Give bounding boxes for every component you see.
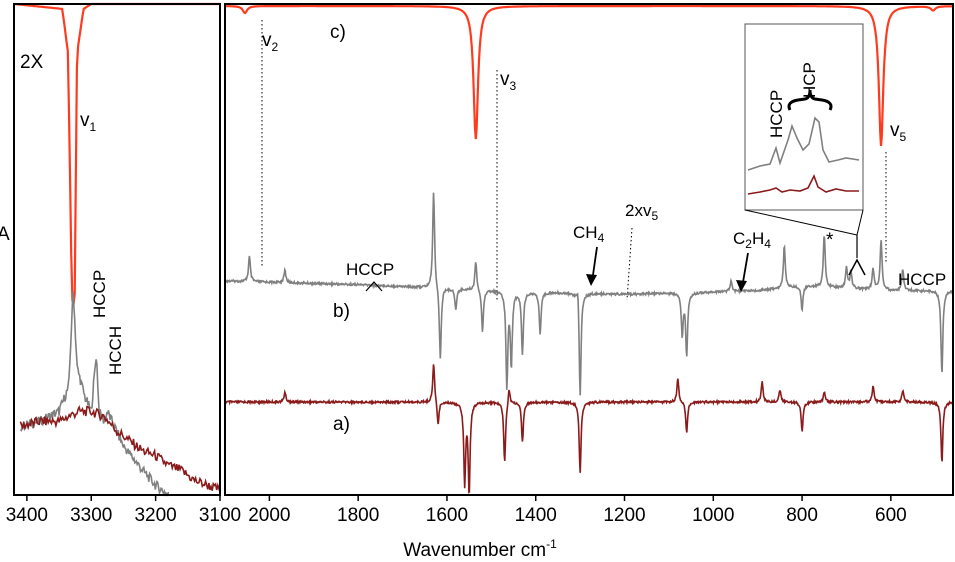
inset-frame bbox=[744, 23, 864, 211]
annotation-ch4-base: CH bbox=[573, 223, 598, 242]
series-a-trace bbox=[224, 364, 954, 494]
annotation-nu2: v2 bbox=[262, 30, 279, 54]
annotation-c2h4-rest: H bbox=[752, 229, 764, 248]
arrow-c2h4 bbox=[736, 252, 749, 292]
annotation-c2h4-sub2: 4 bbox=[764, 237, 771, 251]
right-x-tick-label: 1600 bbox=[426, 505, 468, 526]
inset-hcp-brace bbox=[787, 89, 833, 111]
right-curves bbox=[224, 4, 954, 494]
annotation-nu3-sub: 3 bbox=[510, 79, 517, 93]
annotation-c2h4-sub: 2 bbox=[745, 237, 752, 251]
annotation-ch4-sub: 4 bbox=[598, 231, 605, 245]
right-panel-frame bbox=[224, 3, 954, 496]
annotation-asterisk: * bbox=[826, 230, 834, 251]
annotation-nu5-sub: 5 bbox=[900, 130, 907, 144]
left-panel: 3400 3300 3200 3100 2X A v1 HCCP HCCH bbox=[0, 2, 241, 526]
x-axis-label-base: Wavenumber cm bbox=[403, 540, 546, 561]
annotation-nu3: v3 bbox=[500, 69, 517, 93]
annotation-nu3-base: v bbox=[500, 69, 510, 90]
annotation-nu5: v5 bbox=[890, 120, 907, 144]
annotation-2xnu5-base: 2xv bbox=[625, 201, 652, 220]
annotation-hccp-left: HCCP bbox=[90, 270, 109, 318]
inset-gray-trace bbox=[747, 116, 860, 171]
left-panel-frame bbox=[13, 3, 221, 496]
right-x-tick-label: 1000 bbox=[692, 505, 734, 526]
series-label-a: a) bbox=[333, 414, 350, 435]
right-x-tick-label: 1800 bbox=[337, 505, 379, 526]
annotation-nu5-base: v bbox=[890, 120, 900, 141]
inset-zoom: HCCP HCP bbox=[744, 23, 866, 276]
annotation-2xnu5-sub: 5 bbox=[651, 209, 658, 223]
left-series-0 bbox=[13, 2, 220, 305]
inset-label-hccp: HCCP bbox=[767, 90, 786, 138]
annotation-nu1-sub: 1 bbox=[90, 120, 97, 134]
right-x-tick-label: 1400 bbox=[515, 505, 557, 526]
right-guide-lines bbox=[261, 20, 887, 301]
series-label-c: c) bbox=[330, 22, 346, 43]
inset-maroon-trace bbox=[747, 173, 859, 195]
annotation-nu1: v1 bbox=[80, 110, 97, 134]
left-x-tick-label: 3100 bbox=[199, 505, 241, 526]
inset-connector-right bbox=[856, 209, 864, 236]
left-x-tick-label: 3200 bbox=[134, 505, 176, 526]
inset-pointer-bracket bbox=[848, 258, 866, 276]
x-axis-label-sup: -1 bbox=[546, 537, 557, 551]
left-series-2 bbox=[19, 405, 221, 493]
arrow-ch4 bbox=[586, 246, 598, 286]
annotation-hcch-left: HCCH bbox=[106, 326, 125, 375]
annotation-c2h4-base: C bbox=[733, 229, 745, 248]
right-x-tick-label: 1200 bbox=[603, 505, 645, 526]
x-axis-label: Wavenumber cm-1 bbox=[403, 537, 557, 561]
annotation-hccp-mid: HCCP bbox=[346, 260, 394, 279]
left-scale-label: 2X bbox=[20, 52, 44, 73]
arrow-ch4-head bbox=[586, 274, 597, 286]
annotation-nu1-base: v bbox=[80, 110, 90, 131]
series-b-trace bbox=[224, 192, 954, 396]
annotation-2xnu5: 2xv5 bbox=[625, 201, 658, 223]
inset-label-hcp: HCP bbox=[800, 62, 819, 98]
annotation-ch4: CH4 bbox=[573, 223, 605, 245]
hccp-mid-bracket bbox=[365, 281, 383, 292]
annotation-nu2-base: v bbox=[262, 30, 272, 51]
arrow-c2h4-head bbox=[736, 280, 747, 292]
inset-connector-left bbox=[744, 209, 858, 236]
right-panel: 2000 1800 1600 1400 1200 1000 800 600 c) b) a) … bbox=[224, 3, 954, 526]
annotation-hccp-right: HCCP bbox=[898, 270, 946, 289]
series-c-trace bbox=[224, 4, 953, 146]
left-x-tick-label: 3400 bbox=[6, 505, 48, 526]
annotation-nu2-sub: 2 bbox=[272, 40, 279, 54]
series-label-b: b) bbox=[333, 301, 350, 322]
right-x-tick-label: 2000 bbox=[248, 505, 290, 526]
y-axis-label: A bbox=[0, 224, 10, 245]
left-x-axis: 3400 3300 3200 3100 bbox=[6, 495, 241, 526]
left-curves bbox=[13, 2, 221, 497]
right-x-tick-label: 800 bbox=[786, 505, 818, 526]
right-x-axis: 2000 1800 1600 1400 1200 1000 800 600 bbox=[248, 495, 907, 526]
left-series-1 bbox=[19, 291, 170, 497]
left-x-tick-label: 3300 bbox=[70, 505, 112, 526]
right-x-tick-label: 600 bbox=[875, 505, 907, 526]
guide-line-3 bbox=[626, 227, 633, 301]
annotation-c2h4: C2H4 bbox=[733, 229, 771, 251]
